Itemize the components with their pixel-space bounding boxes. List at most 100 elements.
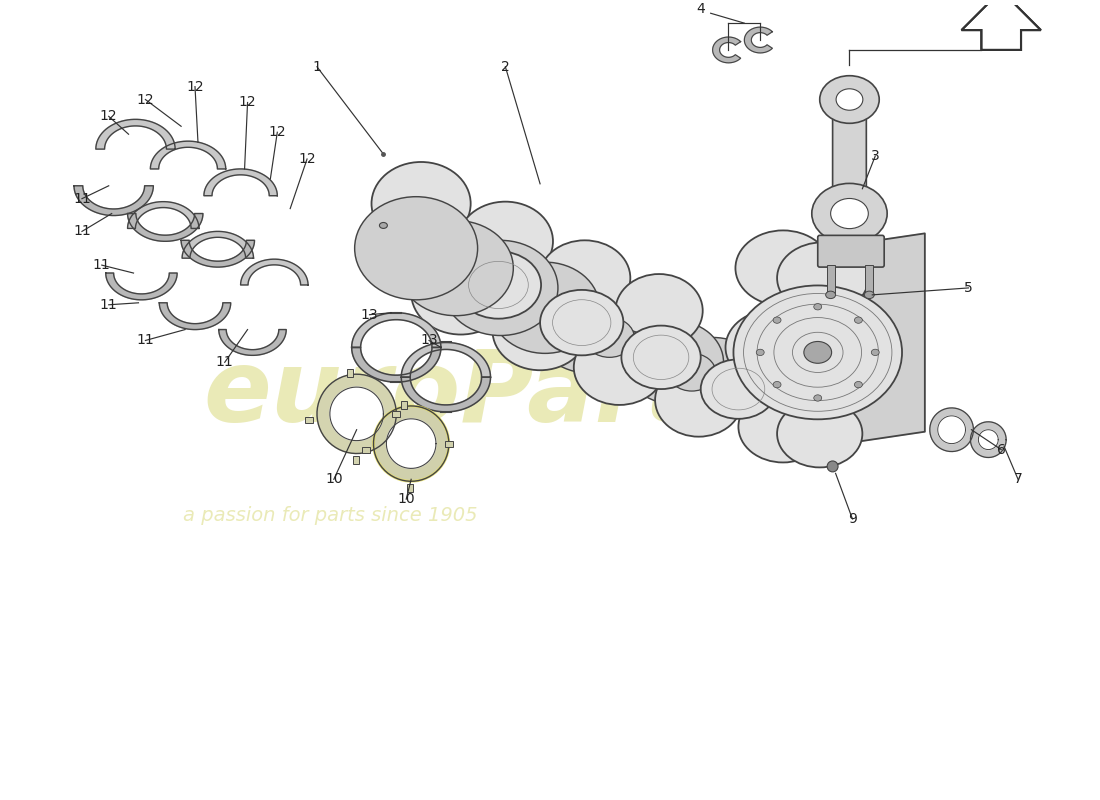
Ellipse shape <box>812 183 888 244</box>
Polygon shape <box>713 37 740 63</box>
Ellipse shape <box>826 291 836 298</box>
Text: 13: 13 <box>420 334 438 347</box>
Ellipse shape <box>668 354 716 391</box>
Text: 12: 12 <box>136 93 154 106</box>
Text: a passion for parts since 1905: a passion for parts since 1905 <box>183 506 477 525</box>
Ellipse shape <box>585 318 635 358</box>
Bar <box>444 441 453 446</box>
Polygon shape <box>866 265 873 293</box>
Text: 12: 12 <box>186 80 204 94</box>
Text: 12: 12 <box>268 126 286 139</box>
Ellipse shape <box>498 280 552 322</box>
Text: euroParts: euroParts <box>202 346 751 442</box>
Ellipse shape <box>411 238 466 282</box>
Ellipse shape <box>364 217 419 260</box>
Ellipse shape <box>578 301 681 388</box>
Text: 7: 7 <box>1014 472 1022 486</box>
Ellipse shape <box>458 202 553 281</box>
Ellipse shape <box>627 337 675 374</box>
Polygon shape <box>791 234 925 451</box>
Ellipse shape <box>871 350 879 355</box>
Ellipse shape <box>354 197 477 300</box>
Ellipse shape <box>855 317 862 323</box>
Text: 11: 11 <box>136 334 154 347</box>
Ellipse shape <box>836 89 862 110</box>
Bar <box>353 457 359 465</box>
Polygon shape <box>182 240 254 267</box>
Ellipse shape <box>535 282 645 374</box>
Polygon shape <box>402 342 491 377</box>
Text: 11: 11 <box>73 225 91 238</box>
Polygon shape <box>978 430 998 450</box>
Ellipse shape <box>625 321 724 404</box>
Ellipse shape <box>621 326 701 389</box>
Text: 9: 9 <box>848 512 857 526</box>
Ellipse shape <box>757 350 764 355</box>
Polygon shape <box>827 265 835 293</box>
Ellipse shape <box>398 221 514 316</box>
Polygon shape <box>374 406 449 482</box>
Ellipse shape <box>701 359 777 419</box>
Polygon shape <box>352 347 441 382</box>
Polygon shape <box>352 313 441 347</box>
Polygon shape <box>241 259 308 285</box>
Text: 10: 10 <box>397 492 415 506</box>
Ellipse shape <box>540 290 624 355</box>
Ellipse shape <box>491 262 600 354</box>
Text: 5: 5 <box>964 281 972 295</box>
Ellipse shape <box>767 322 858 393</box>
Polygon shape <box>930 408 974 451</box>
Ellipse shape <box>656 363 743 437</box>
Ellipse shape <box>541 300 593 339</box>
Ellipse shape <box>777 400 862 467</box>
Text: 12: 12 <box>239 95 256 110</box>
Bar <box>362 446 370 453</box>
Ellipse shape <box>707 370 754 405</box>
Ellipse shape <box>455 251 541 318</box>
Ellipse shape <box>738 391 827 462</box>
Ellipse shape <box>443 240 558 335</box>
FancyBboxPatch shape <box>817 235 884 267</box>
Ellipse shape <box>814 395 822 401</box>
Polygon shape <box>402 377 491 412</box>
Bar <box>305 417 314 422</box>
Ellipse shape <box>777 242 868 314</box>
Polygon shape <box>317 374 396 454</box>
Ellipse shape <box>814 303 822 310</box>
Text: 6: 6 <box>997 442 1005 457</box>
Text: 13: 13 <box>361 308 378 322</box>
Ellipse shape <box>830 198 868 229</box>
Polygon shape <box>151 141 226 169</box>
Text: 11: 11 <box>100 298 118 312</box>
Ellipse shape <box>372 162 471 246</box>
Circle shape <box>827 461 838 472</box>
Ellipse shape <box>773 317 781 323</box>
Ellipse shape <box>666 338 761 417</box>
Text: 2: 2 <box>500 60 509 74</box>
Ellipse shape <box>411 251 510 334</box>
Polygon shape <box>160 302 231 330</box>
Text: 11: 11 <box>73 192 91 206</box>
Text: 12: 12 <box>100 110 118 123</box>
Ellipse shape <box>366 210 455 281</box>
Polygon shape <box>330 387 384 441</box>
Polygon shape <box>204 169 277 196</box>
Ellipse shape <box>379 222 387 229</box>
Ellipse shape <box>455 260 509 302</box>
Ellipse shape <box>865 291 874 298</box>
Ellipse shape <box>493 291 587 370</box>
Text: 3: 3 <box>871 149 880 163</box>
Ellipse shape <box>734 286 902 419</box>
Text: 11: 11 <box>92 258 111 272</box>
Polygon shape <box>386 419 436 468</box>
Polygon shape <box>183 231 253 258</box>
Polygon shape <box>938 416 966 444</box>
Text: 11: 11 <box>216 355 233 370</box>
Bar <box>346 370 353 377</box>
Text: 1: 1 <box>312 60 321 74</box>
Text: 10: 10 <box>324 472 342 486</box>
Bar <box>407 484 414 492</box>
FancyBboxPatch shape <box>833 106 867 217</box>
Ellipse shape <box>615 274 703 347</box>
Ellipse shape <box>736 230 830 306</box>
